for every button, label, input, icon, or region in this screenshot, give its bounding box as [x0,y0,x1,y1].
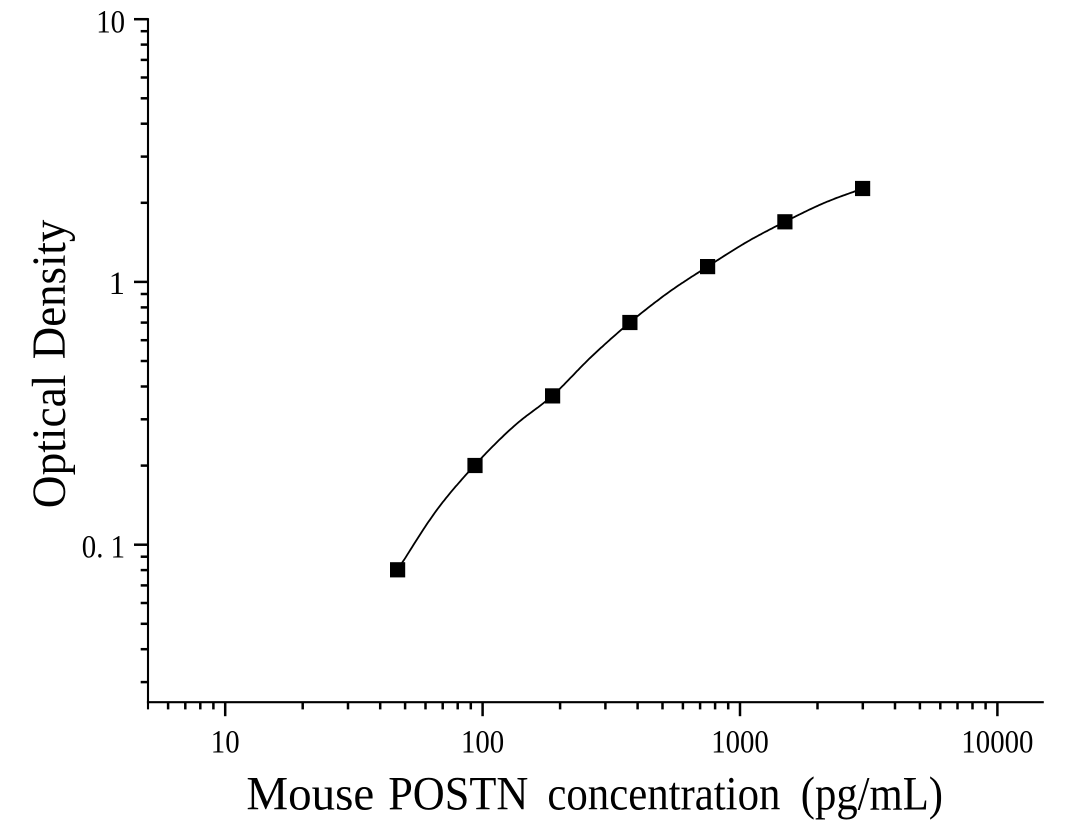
svg-text:1: 1 [109,266,125,302]
svg-text:10: 10 [211,725,240,761]
svg-text:10000: 10000 [961,725,1033,761]
svg-text:concentration: concentration [547,769,780,821]
svg-text:100: 100 [461,725,504,761]
svg-text:POSTN: POSTN [388,769,528,821]
svg-text:10: 10 [96,4,125,40]
svg-text:(pg/mL): (pg/mL) [801,769,943,821]
svg-text:1000: 1000 [711,725,769,761]
svg-text:Mouse: Mouse [246,769,374,821]
svg-text:Optical: Optical [24,375,76,509]
svg-text:0. 1: 0. 1 [82,530,125,566]
svg-text:Density: Density [24,219,76,359]
